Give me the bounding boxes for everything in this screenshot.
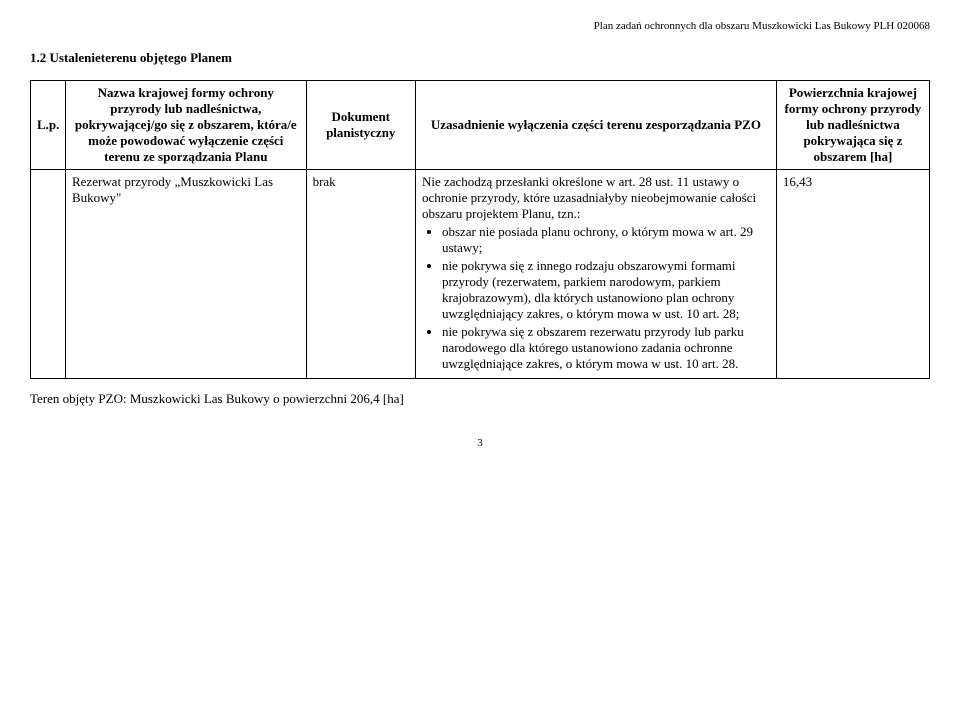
cell-uzasadnienie: Nie zachodzą przesłanki określone w art.… — [415, 170, 776, 379]
table-header-row: L.p. Nazwa krajowej formy ochrony przyro… — [31, 81, 930, 170]
table-row: Rezerwat przyrody „Muszkowicki Las Bukow… — [31, 170, 930, 379]
uzas-bullet: obszar nie posiada planu ochrony, o któr… — [442, 224, 770, 256]
uzas-bullet: nie pokrywa się z obszarem rezerwatu prz… — [442, 324, 770, 372]
col-header-powierzchnia: Powierzchnia krajowej formy ochrony przy… — [776, 81, 929, 170]
uzas-bullets: obszar nie posiada planu ochrony, o któr… — [422, 224, 770, 372]
section-title: 1.2 Ustalenieterenu objętego Planem — [30, 50, 930, 66]
cell-dokument: brak — [306, 170, 415, 379]
exclusion-table: L.p. Nazwa krajowej formy ochrony przyro… — [30, 80, 930, 379]
col-header-dokument: Dokument planistyczny — [306, 81, 415, 170]
footer-text: Teren objęty PZO: Muszkowicki Las Bukowy… — [30, 391, 930, 407]
page-header: Plan zadań ochronnych dla obszaru Muszko… — [30, 20, 930, 32]
uzas-intro: Nie zachodzą przesłanki określone w art.… — [422, 174, 770, 222]
col-header-nazwa: Nazwa krajowej formy ochrony przyrody lu… — [65, 81, 306, 170]
page-number: 3 — [30, 437, 930, 449]
cell-powierzchnia: 16,43 — [776, 170, 929, 379]
col-header-lp: L.p. — [31, 81, 66, 170]
cell-lp — [31, 170, 66, 379]
col-header-uzasadnienie: Uzasadnienie wyłączenia części terenu ze… — [415, 81, 776, 170]
cell-nazwa: Rezerwat przyrody „Muszkowicki Las Bukow… — [65, 170, 306, 379]
uzas-bullet: nie pokrywa się z innego rodzaju obszaro… — [442, 258, 770, 322]
